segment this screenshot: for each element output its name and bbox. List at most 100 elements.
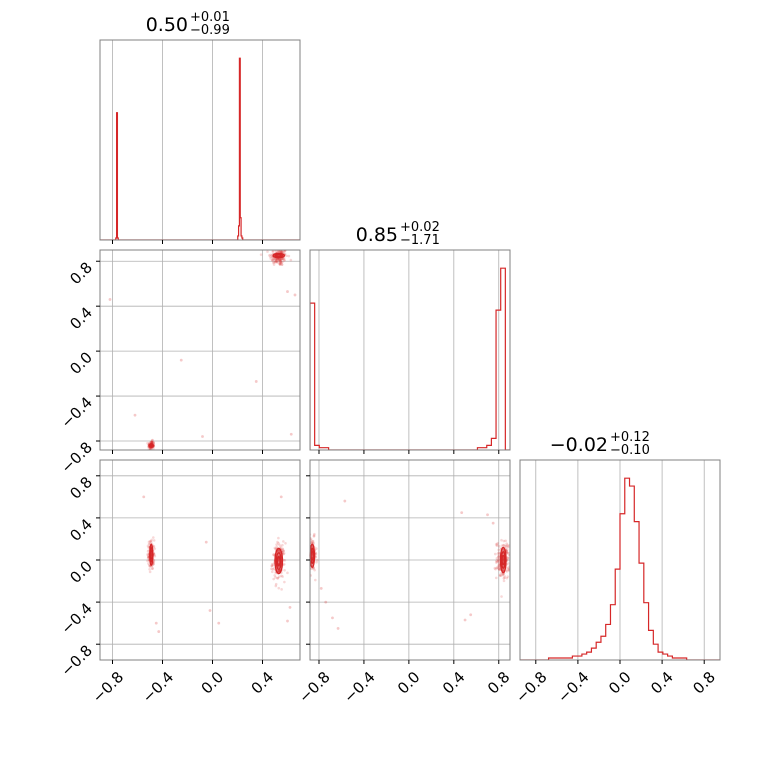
scatter-point — [276, 576, 280, 580]
scatter-point — [498, 574, 502, 578]
scatter-point — [142, 495, 146, 499]
scatter-point — [279, 259, 282, 263]
scatter-point — [217, 621, 221, 625]
x-tick-label: −0.8 — [89, 668, 127, 706]
scatter-point — [275, 545, 278, 549]
panel-title-upper: +0.02 — [400, 220, 440, 235]
scatter-point — [150, 538, 153, 542]
scatter-point — [281, 250, 284, 253]
scatter-point — [498, 573, 502, 577]
scatter-point — [497, 545, 501, 548]
scatter-point — [501, 573, 504, 577]
scatter-point — [284, 542, 287, 545]
scatter-point — [150, 438, 154, 442]
scatter-point — [495, 556, 499, 560]
scatter-point — [277, 542, 280, 545]
scatter-point — [494, 567, 497, 571]
panel-title-upper: +0.01 — [190, 10, 230, 25]
scatter-point — [286, 571, 289, 575]
x-tick-label: 0.0 — [198, 668, 228, 698]
scatter-point — [507, 551, 510, 555]
contour-line — [276, 555, 281, 567]
scatter-point — [486, 513, 489, 517]
scatter-point — [204, 540, 208, 544]
scatter-point — [148, 565, 152, 568]
scatter-point — [266, 250, 269, 253]
scatter-point — [497, 567, 501, 571]
scatter-point — [310, 538, 313, 542]
scatter-point — [278, 259, 282, 262]
scatter-point — [270, 564, 274, 568]
scatter-point — [310, 541, 313, 544]
scatter-point — [146, 559, 149, 563]
scatter-point — [286, 619, 289, 623]
scatter-point — [311, 539, 314, 543]
contour-line — [310, 551, 315, 561]
scatter-point — [278, 257, 282, 261]
scatter-point — [280, 588, 283, 591]
scatter-point — [503, 576, 506, 580]
scatter-point — [147, 562, 150, 565]
scatter-point — [148, 540, 152, 543]
y-tick-label: −0.8 — [58, 641, 96, 679]
scatter-point — [496, 541, 499, 545]
scatter-point — [179, 358, 183, 362]
scatter-point — [272, 563, 275, 567]
scatter-point — [276, 259, 279, 262]
scatter-point — [510, 558, 513, 561]
panel-frame — [99, 39, 301, 241]
scatter-point — [148, 567, 151, 571]
scatter-point — [315, 547, 318, 550]
scatter-point — [151, 441, 155, 444]
scatter-point — [506, 562, 510, 565]
scatter-point — [493, 552, 497, 556]
scatter-point — [279, 261, 283, 265]
scatter-point — [500, 538, 503, 542]
scatter-point — [279, 258, 283, 262]
scatter-point — [496, 558, 500, 561]
scatter-point — [270, 564, 273, 568]
scatter-point — [310, 541, 313, 544]
scatter-point — [279, 545, 283, 548]
scatter-point — [272, 261, 275, 265]
scatter-point — [279, 258, 283, 262]
x-tick-label: 0.4 — [248, 668, 278, 698]
scatter-point — [147, 542, 151, 546]
scatter-point — [282, 549, 285, 553]
scatter-point — [273, 546, 277, 550]
scatter-point — [281, 548, 285, 551]
x-tick-label: −0.8 — [295, 668, 333, 706]
panel-title-value: 0.50 — [146, 14, 188, 36]
scatter-point — [149, 441, 153, 444]
scatter-point — [281, 575, 284, 578]
scatter-point — [279, 250, 283, 254]
scatter-point — [274, 576, 277, 579]
scatter-point — [146, 544, 150, 548]
scatter-point — [497, 555, 500, 558]
scatter-point — [306, 544, 309, 547]
scatter-point — [146, 554, 150, 558]
scatter-point — [324, 600, 328, 604]
scatter-point — [150, 440, 154, 444]
scatter-point — [506, 575, 510, 578]
scatter-point — [491, 521, 495, 525]
scatter-point — [150, 567, 154, 570]
scatter-point — [152, 536, 155, 539]
scatter-point — [498, 568, 501, 572]
scatter-point — [279, 262, 282, 266]
scatter-point — [343, 499, 347, 503]
scatter-point — [147, 563, 151, 567]
scatter-point — [277, 250, 281, 253]
scatter-point — [152, 441, 155, 445]
scatter-point — [272, 260, 276, 264]
scatter-point — [208, 609, 212, 612]
panel-0-0 — [99, 39, 301, 244]
scatter-point — [497, 555, 500, 559]
scatter-point — [313, 568, 316, 572]
scatter-point — [282, 552, 285, 556]
scatter-point — [271, 258, 275, 261]
scatter-point — [157, 630, 161, 633]
scatter-point — [276, 258, 280, 261]
scatter-point — [506, 556, 510, 560]
